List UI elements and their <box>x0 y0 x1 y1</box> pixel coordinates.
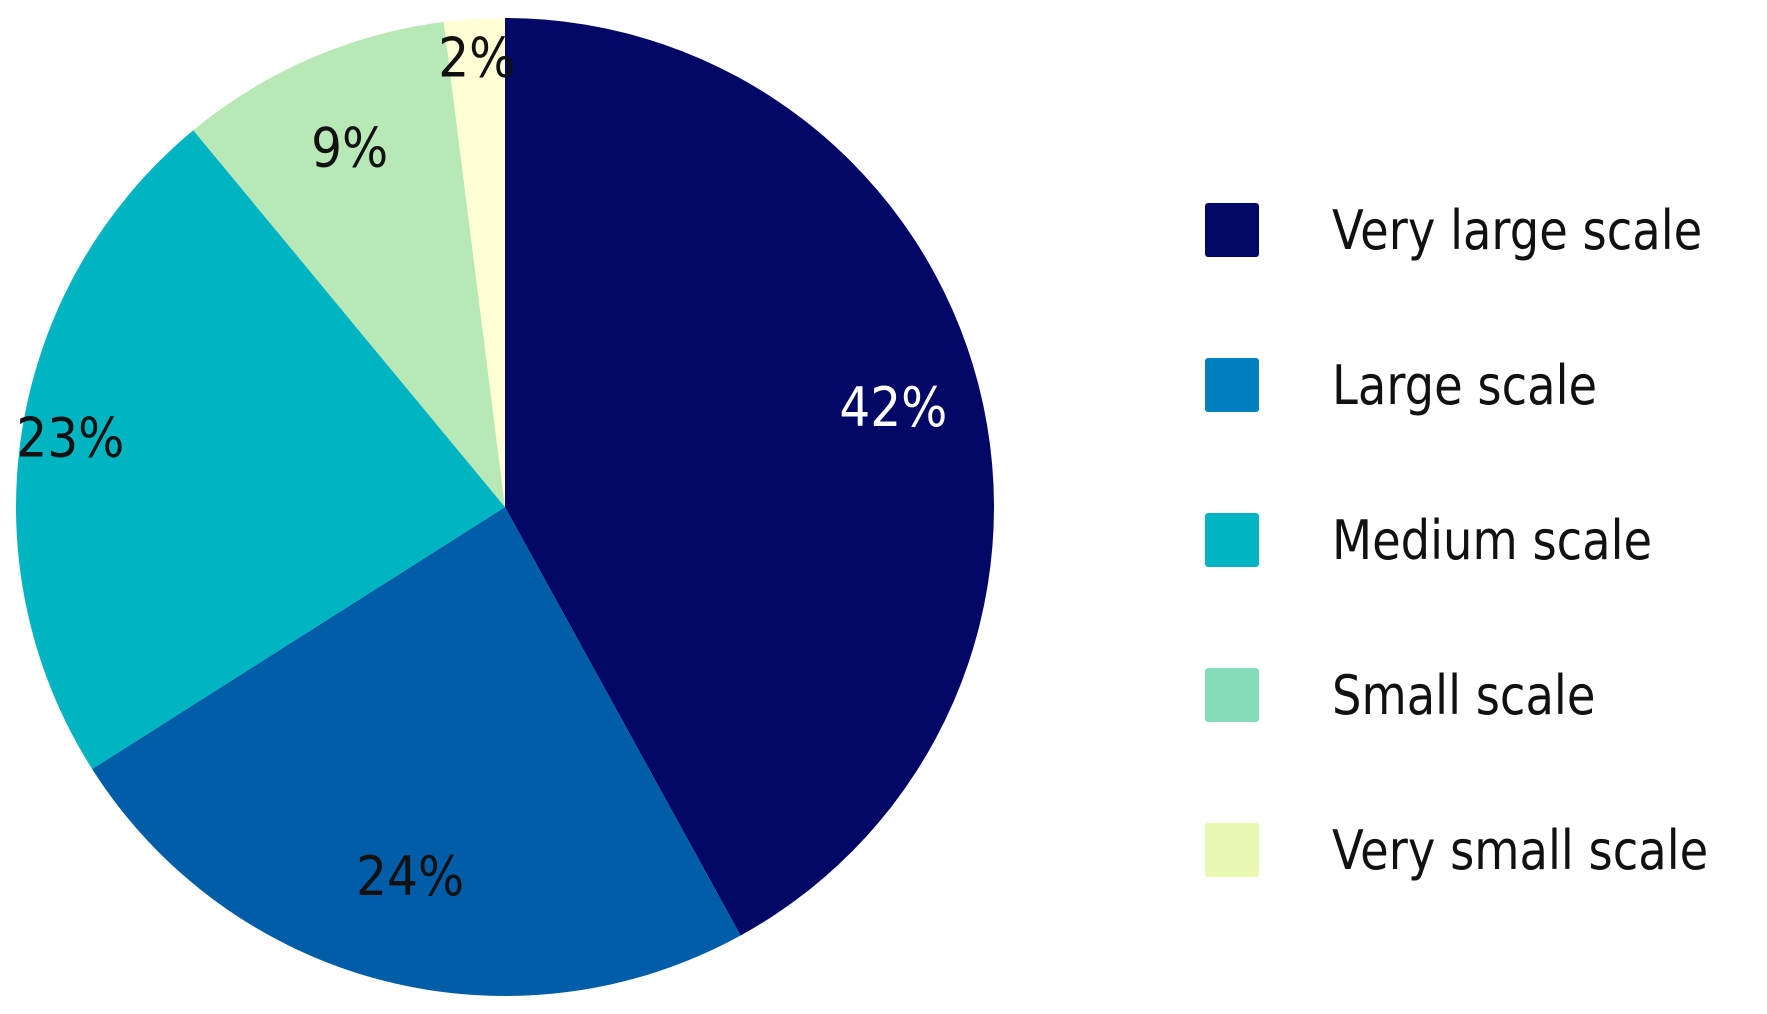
pie-slice-very-large-scale <box>505 18 995 936</box>
legend-item-very-small-scale: Very small scale <box>1205 818 1767 882</box>
legend-item-small-scale: Small scale <box>1205 663 1638 727</box>
pie-slice-small-scale <box>193 21 505 508</box>
legend-label: Small scale <box>1332 663 1596 727</box>
data-label-large-scale: 24% <box>356 845 464 908</box>
pie-slice-medium-scale <box>16 130 505 770</box>
legend-swatch <box>1205 358 1259 412</box>
legend-swatch <box>1205 513 1259 567</box>
legend-label: Large scale <box>1332 353 1598 417</box>
legend-label: Very large scale <box>1332 198 1703 262</box>
data-label-very-large-scale: 42% <box>839 376 947 439</box>
data-label-very-small-scale: 2% <box>438 27 515 90</box>
legend-swatch <box>1205 668 1259 722</box>
pie-slice-very-small-scale <box>443 18 505 507</box>
legend-swatch <box>1205 203 1259 257</box>
pie-data-labels: 42% 24% 23% 9% 2% <box>16 27 947 908</box>
legend-label: Medium scale <box>1332 508 1653 572</box>
legend-item-large-scale: Large scale <box>1205 353 1640 417</box>
legend-item-medium-scale: Medium scale <box>1205 508 1704 572</box>
legend-swatch <box>1205 823 1259 877</box>
data-label-medium-scale: 23% <box>16 407 124 470</box>
data-label-small-scale: 9% <box>311 116 388 179</box>
pie-slice-large-scale <box>92 507 741 996</box>
legend-item-very-large-scale: Very large scale <box>1205 198 1762 262</box>
pie-slices <box>16 18 995 996</box>
legend-label: Very small scale <box>1332 818 1709 882</box>
